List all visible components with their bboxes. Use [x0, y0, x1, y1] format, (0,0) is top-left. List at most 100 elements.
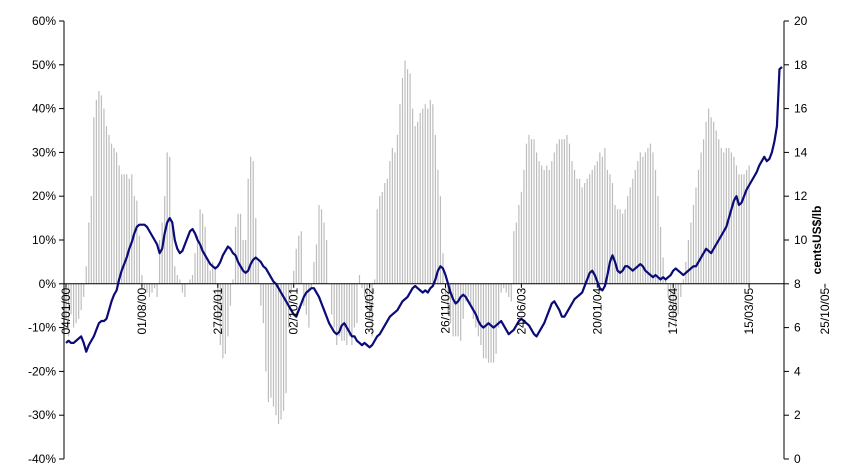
bar [520, 191, 523, 284]
bar [323, 222, 325, 284]
bar [381, 191, 383, 284]
bar [348, 283, 350, 337]
bar [604, 148, 606, 284]
bar [654, 169, 657, 284]
bar [78, 283, 80, 319]
bar [553, 152, 555, 284]
bar [161, 222, 163, 284]
bar [128, 178, 130, 284]
right-tick-label: 14 [794, 145, 808, 159]
bar [376, 209, 378, 284]
right-tick-label: 6 [794, 321, 801, 335]
bar [452, 283, 454, 337]
bar [738, 174, 740, 284]
bar [530, 139, 533, 284]
bar [325, 240, 328, 284]
bar [242, 240, 244, 284]
bar [300, 231, 302, 284]
right-tick-label: 16 [794, 102, 808, 116]
bar [538, 161, 540, 284]
bar [282, 283, 285, 411]
bar [156, 283, 158, 297]
bar [116, 152, 118, 284]
right-axis-title: centsUS$/lb [810, 206, 824, 275]
bar [556, 143, 558, 284]
bar [72, 283, 75, 328]
bar [333, 283, 335, 328]
bar [571, 161, 573, 284]
bar [584, 183, 586, 284]
bar [222, 283, 224, 359]
bar [108, 134, 110, 284]
bar [166, 152, 168, 284]
bar [338, 283, 340, 337]
bar [224, 283, 226, 354]
bar [682, 279, 684, 284]
bar [642, 156, 644, 284]
price-line-series [65, 66, 783, 353]
bar [492, 283, 495, 363]
bar [194, 253, 196, 284]
bar [687, 240, 689, 284]
bar [217, 283, 219, 319]
bar [718, 139, 720, 284]
bar [551, 161, 553, 284]
bar [444, 283, 447, 297]
bar [308, 283, 310, 328]
bar [485, 283, 487, 359]
bar [667, 283, 669, 297]
bar [184, 283, 186, 297]
bar [675, 283, 677, 328]
bar [579, 178, 581, 284]
bar [219, 283, 221, 346]
bar [65, 283, 67, 319]
x-tick-label: 17/08/04 [666, 287, 680, 334]
bar [399, 104, 401, 284]
bar [290, 283, 292, 293]
bar [632, 178, 634, 284]
bar [207, 261, 209, 284]
bar [705, 121, 707, 284]
left-tick-label: 0% [39, 277, 57, 291]
bar [262, 283, 264, 324]
bar [467, 283, 469, 297]
left-tick-label: -10% [28, 321, 56, 335]
bar [503, 283, 505, 289]
bar [690, 222, 692, 284]
bar [498, 283, 500, 328]
bar [508, 283, 510, 297]
bar [75, 283, 77, 324]
bar [609, 174, 611, 284]
bar [389, 161, 391, 284]
bar [715, 130, 717, 284]
bar [401, 77, 404, 284]
bar [67, 283, 70, 337]
bar [723, 152, 725, 284]
bar [702, 139, 705, 284]
bar [252, 161, 254, 284]
bar [543, 169, 545, 284]
bar [270, 283, 272, 398]
bar [369, 283, 371, 319]
x-tick-label: 20/01/04 [590, 287, 604, 334]
bar [616, 209, 619, 284]
bar [105, 126, 108, 284]
left-tick-label: 10% [32, 233, 56, 247]
bar [126, 174, 128, 284]
bar [265, 283, 267, 372]
bar [285, 283, 287, 394]
bar [196, 235, 199, 284]
right-tick-label: 4 [794, 364, 801, 378]
bar [409, 73, 411, 284]
bar [189, 279, 191, 284]
bar [255, 218, 257, 284]
bar [351, 283, 353, 346]
bar [720, 148, 722, 284]
bar [596, 161, 598, 284]
bar [619, 209, 621, 284]
bar [356, 283, 358, 324]
bar [449, 283, 452, 324]
bar [346, 283, 348, 346]
bar [336, 283, 338, 346]
